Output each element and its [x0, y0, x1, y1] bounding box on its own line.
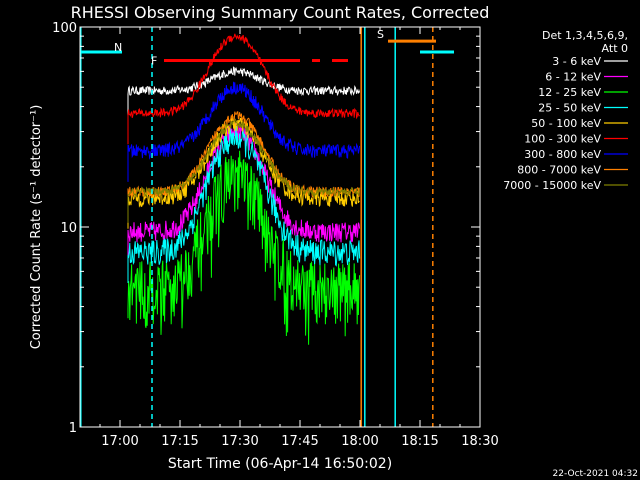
x-tick-label-6: 18:30: [461, 434, 498, 449]
legend-header-1: Att 0: [602, 42, 628, 55]
flag-label-S: S: [377, 28, 384, 41]
legend-label-8: 7000 - 15000 keV: [503, 179, 601, 192]
legend-label-4: 50 - 100 keV: [531, 117, 601, 130]
footer-timestamp: 22-Oct-2021 04:32: [553, 469, 638, 479]
series-layer: [127, 33, 361, 345]
series-line-2: [127, 150, 361, 345]
series-line-0: [127, 66, 361, 122]
y-tick-label-1: 10: [60, 221, 77, 236]
x-tick-label-0: 17:00: [101, 434, 138, 449]
legend-header-0: Det 1,3,4,5,6,9,: [542, 29, 628, 42]
legend-label-3: 25 - 50 keV: [538, 102, 601, 115]
y-axis-label: Corrected Count Rate (s⁻¹ detector⁻¹): [29, 105, 44, 350]
y-tick-label-2: 100: [52, 21, 77, 36]
x-tick-label-2: 17:30: [221, 434, 258, 449]
legend-label-5: 100 - 300 keV: [524, 133, 601, 146]
legend-label-1: 6 - 12 keV: [545, 71, 601, 84]
legend-label-7: 800 - 7000 keV: [517, 164, 601, 177]
axis-layer: 17:00 17:15 17:30 17:45 18:00 18:15 18:30 1 10 10…: [52, 21, 499, 449]
series-line-3: [127, 125, 361, 283]
marker-layer: N F S: [80, 27, 454, 427]
x-tick-label-4: 18:00: [341, 434, 378, 449]
legend-label-6: 300 - 800 keV: [524, 148, 601, 161]
x-axis-label: Start Time (06-Apr-14 16:50:02): [168, 456, 392, 472]
chart-title: RHESSI Observing Summary Count Rates, Co…: [71, 3, 490, 22]
x-tick-label-1: 17:15: [161, 434, 198, 449]
flag-label-N: N: [114, 41, 122, 54]
flag-label-F: F: [151, 54, 157, 67]
y-tick-label-0: 1: [69, 421, 77, 436]
x-tick-label-3: 17:45: [281, 434, 318, 449]
legend: Det 1,3,4,5,6,9,Att 03 - 6 keV 6 - 12 keV…: [503, 29, 628, 192]
series-line-6: [127, 81, 361, 182]
x-tick-label-5: 18:15: [401, 434, 438, 449]
legend-label-2: 12 - 25 keV: [538, 86, 601, 99]
series-line-5: [127, 33, 360, 145]
series-line-8: [127, 118, 361, 223]
legend-label-0: 3 - 6 keV: [552, 55, 601, 68]
